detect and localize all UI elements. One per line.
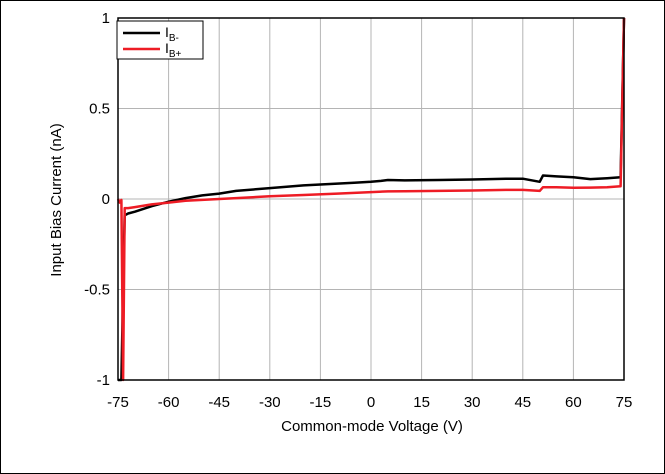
legend-entry-ib-plus-sub: B+ xyxy=(169,49,182,60)
x-tick-labels: -75 -60 -45 -30 -15 0 15 30 45 60 75 xyxy=(107,394,632,411)
plot-border xyxy=(117,17,625,381)
x-tick-label: -30 xyxy=(259,394,281,411)
x-tick-label: 30 xyxy=(464,394,481,411)
x-tick-label: 75 xyxy=(616,394,633,411)
y-tick-labels: -1 -0.5 0 0.5 1 xyxy=(84,10,110,389)
series-line-ib-plus xyxy=(116,17,626,382)
x-tick-label: 15 xyxy=(413,394,430,411)
x-tick-label: -15 xyxy=(310,394,332,411)
x-tick-label: 0 xyxy=(367,394,375,411)
x-axis-label: Common-mode Voltage (V) xyxy=(281,418,463,435)
series-line-ib-minus xyxy=(118,17,626,382)
y-tick-label: 1 xyxy=(102,10,110,27)
legend-entry-ib-minus: IB- xyxy=(165,24,179,44)
legend-box xyxy=(116,20,204,60)
y-tick-label: -0.5 xyxy=(84,282,110,299)
legend-entry-ib-plus-main: I xyxy=(165,40,169,56)
series-group xyxy=(116,17,626,382)
legend-entry-ib-minus-sub: B- xyxy=(169,33,179,44)
y-tick-label: -1 xyxy=(97,372,110,389)
legend-entry-ib-minus-main: I xyxy=(165,24,169,40)
legend-entry-ib-plus: IB+ xyxy=(165,40,182,60)
legend: IB- IB+ xyxy=(116,20,204,60)
y-tick-label: 0.5 xyxy=(89,101,110,118)
y-tick-label: 0 xyxy=(102,191,110,208)
y-axis-label: Input Bias Current (nA) xyxy=(48,123,65,276)
x-tick-label: 60 xyxy=(565,394,582,411)
x-tick-label: -75 xyxy=(107,394,129,411)
grid xyxy=(117,17,625,381)
x-tick-label: -60 xyxy=(158,394,180,411)
x-tick-label: -45 xyxy=(208,394,230,411)
x-tick-label: 45 xyxy=(514,394,531,411)
